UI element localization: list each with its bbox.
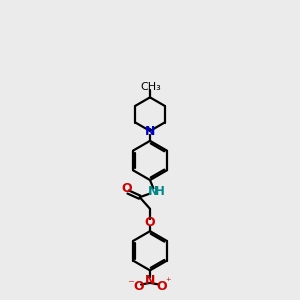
Text: O: O	[145, 216, 155, 229]
Text: N: N	[148, 185, 158, 199]
Text: O: O	[133, 280, 144, 292]
Text: N: N	[145, 125, 155, 138]
Text: ⁺: ⁺	[165, 277, 171, 287]
Text: ⁻: ⁻	[127, 279, 134, 292]
Text: N: N	[145, 274, 155, 286]
Text: O: O	[156, 280, 167, 292]
Text: H: H	[155, 185, 165, 199]
Text: O: O	[122, 182, 132, 195]
Text: CH₃: CH₃	[141, 82, 161, 92]
